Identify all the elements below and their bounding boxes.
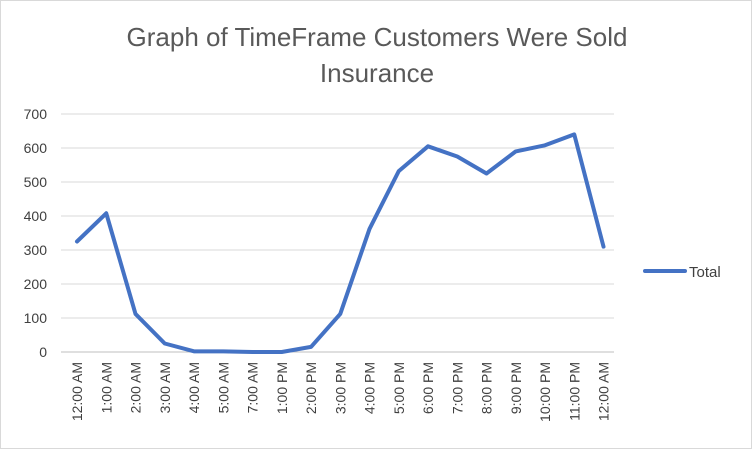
x-tick-label: 3:00 AM [157,362,173,413]
x-tick-label: 2:00 AM [128,362,144,413]
y-tick-label: 700 [24,106,48,122]
x-tick-label: 1:00 PM [274,362,290,414]
x-tick-label: 10:00 PM [537,362,553,422]
x-tick-label: 4:00 AM [186,362,202,413]
x-tick-label: 2:00 PM [303,362,319,414]
x-tick-label: 5:00 PM [391,362,407,414]
legend-label: Total [689,264,721,281]
x-tick-label: 4:00 PM [362,362,378,414]
y-tick-label: 100 [24,310,48,326]
y-tick-label: 400 [24,208,48,224]
y-tick-label: 600 [24,140,48,156]
y-tick-label: 200 [24,276,48,292]
x-tick-label: 8:00 PM [479,362,495,414]
y-tick-label: 500 [24,174,48,190]
x-tick-label: 1:00 AM [98,362,114,413]
x-tick-label: 7:00 PM [449,362,465,414]
y-tick-label: 0 [39,344,47,360]
x-tick-label: 11:00 PM [566,362,582,421]
x-tick-label: 5:00 AM [215,362,231,413]
y-tick-label: 300 [24,242,48,258]
x-tick-label: 7:00 AM [245,362,261,413]
x-tick-label: 3:00 PM [332,362,348,414]
x-tick-label: 12:00 AM [69,362,85,421]
series-line-total [77,134,604,352]
x-tick-label: 6:00 PM [420,362,436,414]
x-tick-label: 9:00 PM [508,362,524,414]
x-tick-label: 12:00 AM [596,362,612,421]
